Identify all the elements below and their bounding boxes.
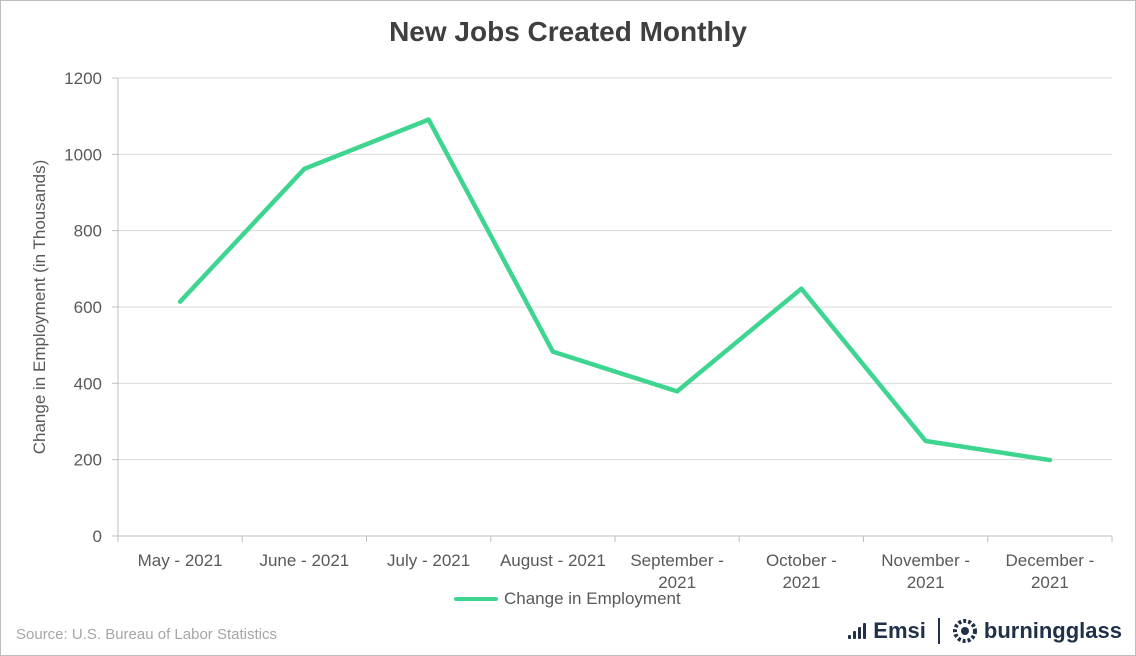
- burningglass-logo: burningglass: [983, 618, 1122, 643]
- data-point: [426, 117, 431, 122]
- data-point: [550, 349, 555, 354]
- gridlines: [112, 77, 1113, 542]
- data-point: [799, 286, 804, 291]
- y-tick-label: 1200: [64, 69, 102, 88]
- series-line: [177, 117, 1053, 463]
- y-tick-label: 0: [93, 527, 102, 546]
- legend-label: Change in Employment: [504, 589, 681, 608]
- x-tick-label: September -2021: [630, 551, 724, 592]
- gear-ring-icon: [952, 619, 977, 643]
- footer-logos: Emsi burningglass: [848, 618, 1122, 644]
- data-point: [1047, 458, 1052, 463]
- chart-title: New Jobs Created Monthly: [389, 16, 747, 47]
- data-point: [923, 438, 928, 443]
- data-point: [675, 389, 680, 394]
- logo-divider: [937, 618, 940, 644]
- data-point: [302, 166, 307, 171]
- x-tick-label: June - 2021: [259, 551, 349, 570]
- bar-chart-icon: [848, 623, 868, 639]
- x-tick-label: October -2021: [766, 551, 837, 592]
- x-tick-label: November -2021: [881, 551, 970, 592]
- y-tick-label: 1000: [64, 145, 102, 164]
- emsi-logo: Emsi: [873, 618, 926, 643]
- data-point: [178, 299, 183, 304]
- x-tick-label: May - 2021: [138, 551, 223, 570]
- y-axis-ticks: 0 200 400 600 800 1000 1200: [64, 69, 102, 546]
- series-layer: [177, 117, 1053, 463]
- y-axis-label: Change in Employment (in Thousands): [30, 160, 49, 455]
- y-tick-label: 800: [74, 222, 102, 241]
- x-tick-label: August - 2021: [500, 551, 606, 570]
- x-tick-label: July - 2021: [387, 551, 470, 570]
- x-axis-ticks: May - 2021 June - 2021 July - 2021 August -…: [138, 551, 1095, 592]
- y-tick-label: 200: [74, 451, 102, 470]
- x-tick-label: December -2021: [1005, 551, 1094, 592]
- y-tick-label: 400: [74, 374, 102, 393]
- legend: Change in Employment: [454, 589, 681, 609]
- y-tick-label: 600: [74, 298, 102, 317]
- legend-swatch: [454, 597, 498, 601]
- source-note: Source: U.S. Bureau of Labor Statistics: [16, 626, 277, 643]
